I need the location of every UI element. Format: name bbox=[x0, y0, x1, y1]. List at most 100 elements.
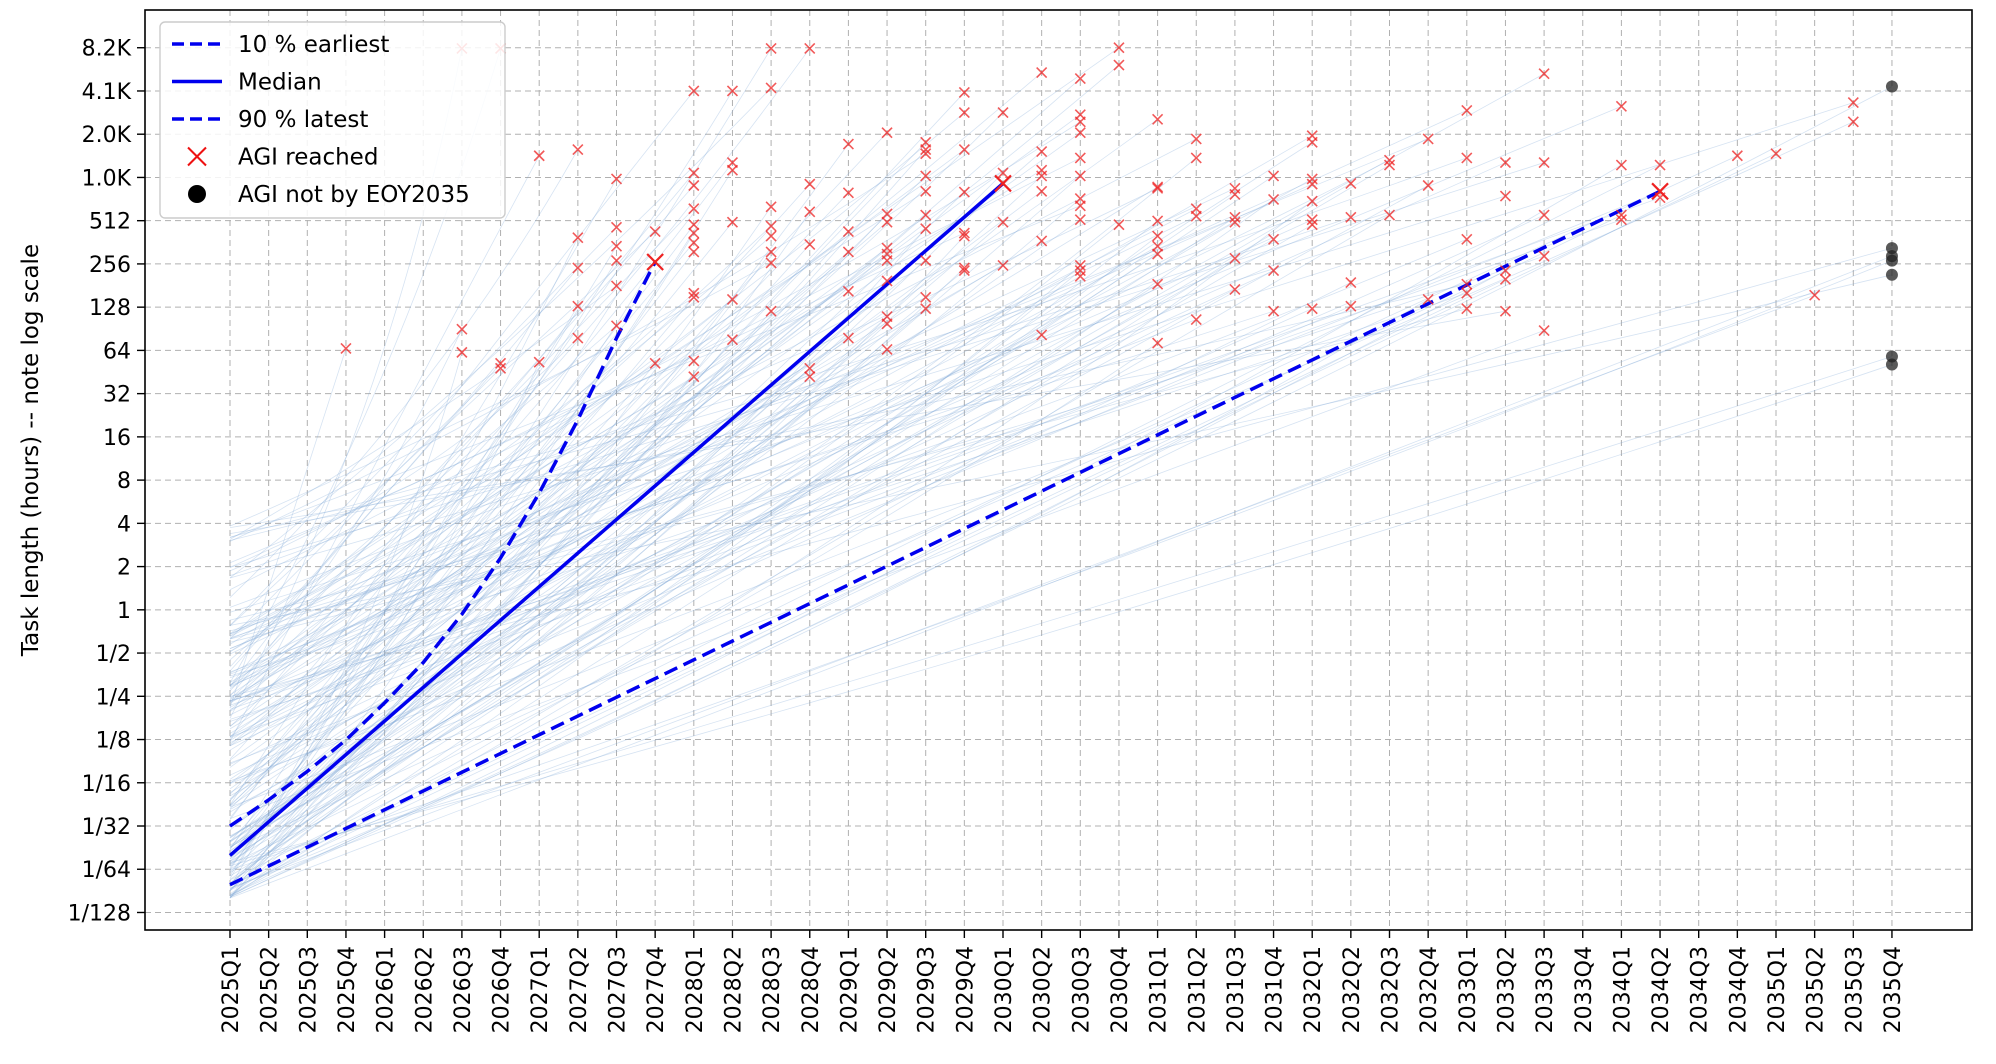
trajectory-line bbox=[229, 291, 849, 640]
series-line-90-latest bbox=[229, 189, 1661, 887]
agi-reached-marker bbox=[1229, 252, 1241, 264]
agi-reached-marker bbox=[1615, 100, 1627, 112]
agi-reached-marker bbox=[1074, 214, 1086, 226]
y-tick-label: 8.2K bbox=[82, 37, 132, 62]
trajectory-line bbox=[229, 363, 501, 668]
x-tick-label: 2035Q2 bbox=[1804, 946, 1829, 1033]
agi-reached-marker bbox=[1306, 303, 1318, 315]
agi-reached-marker bbox=[533, 150, 545, 162]
agi-reached-marker bbox=[958, 106, 970, 119]
x-tick-label: 2033Q3 bbox=[1533, 946, 1558, 1033]
trajectory-line bbox=[229, 162, 733, 728]
agi-reached-marker bbox=[958, 86, 970, 99]
legend-label: Median bbox=[238, 70, 322, 96]
trajectory-line bbox=[229, 270, 1506, 898]
trajectory-line bbox=[229, 235, 772, 634]
y-tick-label: 16 bbox=[103, 426, 131, 451]
trajectory-line bbox=[229, 305, 1352, 764]
trajectory-line bbox=[229, 328, 463, 697]
agi-reached-marker bbox=[572, 332, 584, 344]
agi-reached-marker bbox=[1190, 133, 1202, 145]
agi-reached-marker bbox=[920, 148, 932, 160]
x-tick-label: 2025Q2 bbox=[258, 946, 283, 1033]
trajectory-line bbox=[229, 214, 926, 784]
trajectory-line bbox=[229, 190, 1042, 790]
trajectory-line bbox=[229, 141, 926, 859]
y-tick-label: 1/2 bbox=[96, 642, 131, 667]
legend-entry: 10 % earliest bbox=[172, 32, 389, 58]
trajectory-line bbox=[229, 296, 926, 730]
trajectory-line bbox=[229, 169, 1042, 653]
trajectory-line bbox=[229, 235, 1158, 848]
trajectory-line bbox=[229, 294, 1815, 889]
agi-reached-marker bbox=[804, 178, 816, 190]
agi-reached-marker bbox=[1538, 209, 1550, 221]
trajectory-line bbox=[229, 186, 1158, 751]
x-tick-label: 2033Q1 bbox=[1456, 946, 1481, 1033]
agi-reached-marker bbox=[1152, 248, 1164, 260]
y-tick-label: 1.0K bbox=[82, 166, 132, 191]
trajectory-line bbox=[229, 110, 1467, 635]
trajectory-line bbox=[229, 197, 1661, 706]
y-tick-label: 32 bbox=[103, 383, 131, 408]
agi-reached-marker bbox=[610, 255, 623, 267]
agi-reached-marker bbox=[920, 303, 932, 315]
agi-markers bbox=[340, 42, 1898, 383]
agi-reached-marker bbox=[1306, 173, 1318, 185]
trajectory-line bbox=[229, 132, 1081, 727]
x-tick-label: 2030Q1 bbox=[992, 946, 1017, 1033]
x-tick-label: 2032Q3 bbox=[1379, 946, 1404, 1033]
agi-reached-marker bbox=[456, 323, 468, 335]
trajectory-line bbox=[229, 73, 1545, 797]
agi-reached-marker bbox=[881, 255, 893, 267]
agi-reached-marker bbox=[726, 216, 739, 228]
agi-reached-marker bbox=[920, 144, 932, 156]
agi-reached-marker bbox=[1461, 303, 1473, 315]
agi-reached-marker bbox=[1654, 192, 1666, 204]
trajectory-line bbox=[229, 48, 811, 700]
trajectory-line bbox=[229, 251, 772, 849]
agi-reached-marker bbox=[1074, 127, 1086, 139]
agi-reached-marker bbox=[958, 186, 970, 198]
trajectory-line bbox=[229, 221, 1236, 784]
agi-reached-marker bbox=[1152, 278, 1164, 290]
trajectory-line bbox=[229, 245, 1158, 673]
trajectory-line bbox=[229, 310, 772, 873]
agi-reached-marker bbox=[610, 240, 623, 252]
trajectory-line bbox=[229, 213, 888, 857]
trajectory-line bbox=[229, 265, 1081, 877]
agi-reached-marker bbox=[958, 230, 970, 242]
trajectory-line bbox=[229, 337, 579, 572]
trajectory-line bbox=[229, 199, 1274, 858]
trajectory-line bbox=[229, 78, 1081, 801]
agi-reached-marker bbox=[881, 127, 893, 139]
agi-reached-marker bbox=[1538, 250, 1550, 262]
trajectory-line bbox=[229, 242, 695, 802]
agi-reached-marker bbox=[1229, 283, 1241, 296]
agi-reached-marker bbox=[804, 42, 816, 55]
trajectory-line bbox=[229, 178, 617, 806]
trajectory-line bbox=[229, 237, 579, 888]
agi-reached-marker bbox=[1306, 214, 1318, 226]
trajectory-line bbox=[229, 211, 811, 892]
trajectory-line bbox=[229, 337, 849, 737]
plot-area-frame bbox=[144, 9, 1973, 931]
x-tick-label: 2032Q1 bbox=[1301, 946, 1326, 1033]
x-tick-label: 2026Q3 bbox=[451, 946, 476, 1033]
trajectory-line bbox=[229, 363, 656, 761]
agi-reached-marker bbox=[1152, 215, 1164, 227]
agi-reached-marker bbox=[1229, 211, 1241, 223]
agi-reached-marker bbox=[842, 285, 854, 297]
series-line-10-earliest bbox=[229, 261, 657, 828]
agi-reached-marker bbox=[340, 342, 352, 355]
agi-reached-marker bbox=[494, 362, 507, 374]
trajectory-line bbox=[229, 308, 1313, 702]
agi-reached-marker bbox=[1036, 170, 1048, 182]
trajectory-line bbox=[229, 260, 926, 831]
trajectory-line bbox=[229, 352, 463, 876]
agi-reached-marker bbox=[688, 167, 700, 179]
agi-reached-marker bbox=[1422, 293, 1434, 305]
series-line-median bbox=[228, 182, 1005, 857]
agi-reached-marker bbox=[572, 262, 584, 274]
agi-reached-marker bbox=[881, 318, 893, 330]
